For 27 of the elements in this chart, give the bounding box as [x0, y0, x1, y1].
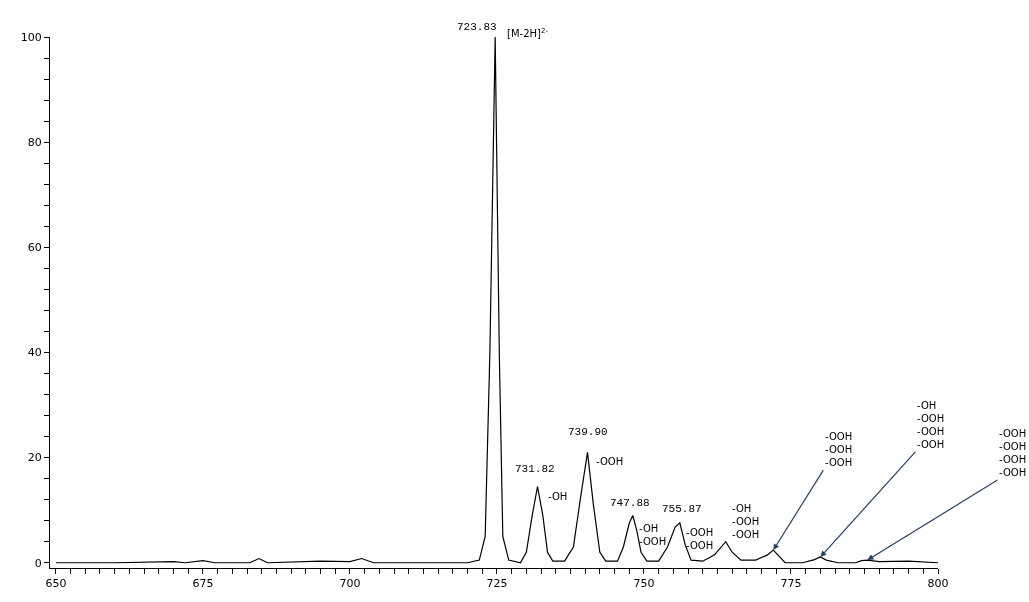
annotation: -OOH -OOH -OOH -OOH [999, 428, 1027, 478]
x-tick-label: 725 [486, 577, 508, 591]
y-tick-label: 20 [27, 451, 42, 465]
x-tick-label: 675 [192, 577, 214, 591]
y-tick-label: 40 [27, 346, 42, 360]
x-tick-label: 800 [927, 577, 949, 591]
annotation: -OH -OOH [639, 523, 667, 547]
annotation: -OH -OOH -OOH -OOH [917, 400, 945, 450]
annotation: -OH -OOH -OOH [732, 503, 760, 540]
x-tick-label: 775 [780, 577, 802, 591]
y-tick-label: 0 [34, 556, 42, 570]
y-tick-label: 100 [20, 30, 42, 44]
annotation: 755.87 [662, 503, 702, 515]
annotation: [M-2H]$^{2-}$ [507, 27, 549, 40]
annotation: -OOH -OOH -OOH [825, 431, 853, 468]
annotation: -OOH -OOH [686, 527, 714, 551]
x-tick-label: 650 [45, 577, 67, 591]
annotation: -OOH [596, 456, 624, 467]
annotation: 731.82 [515, 463, 555, 475]
annotation: -OH [548, 491, 568, 502]
x-tick-label: 750 [633, 577, 655, 591]
annotation: 747.88 [610, 497, 650, 509]
annotation: 723.83 [457, 21, 497, 33]
y-tick-label: 60 [27, 241, 42, 255]
x-tick-label: 700 [339, 577, 361, 591]
annotation: 739.90 [568, 426, 608, 438]
y-tick-label: 80 [27, 136, 42, 149]
